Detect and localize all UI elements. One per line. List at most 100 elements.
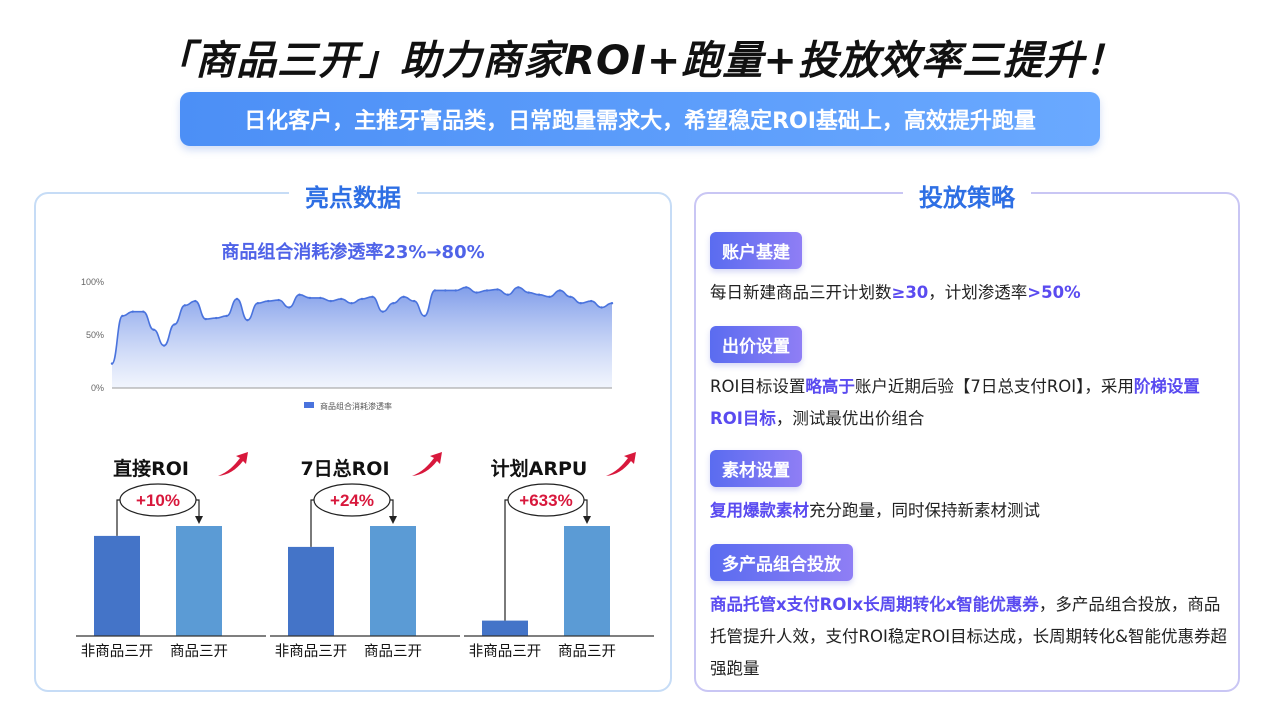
roi-title-7day: 7日总ROI [300, 458, 390, 480]
trend-up-arrow-icon [606, 452, 636, 476]
strategy-multi-product: 多产品组合投放 商品托管x支付ROIx长周期转化x智能优惠券，多产品组合投放，商… [710, 544, 1230, 685]
category-label: 非商品三开 [81, 643, 154, 660]
roi-title-arpu: 计划ARPU [490, 458, 588, 480]
area-data-point [360, 297, 364, 301]
roi-block-arpu: 计划ARPU 非商品三开 商品三开 +633% [464, 446, 654, 676]
area-data-point [142, 310, 145, 313]
text-multi-product: 商品托管x支付ROIx长周期转化x智能优惠券，多产品组合投放，商品托管提升人效，… [710, 589, 1230, 685]
highlight-text: >50% [1027, 283, 1081, 302]
trend-up-arrow-icon [218, 452, 248, 476]
area-data-point [308, 296, 312, 300]
area-data-point [464, 286, 468, 289]
highlight-text: 复用爆款素材 [710, 501, 809, 520]
roi-title-direct: 直接ROI [113, 458, 189, 480]
roi-block-7day: 7日总ROI 非商品三开 商品三开 +24% [270, 446, 460, 676]
area-data-point [496, 288, 499, 291]
text-part: ROI目标设置 [710, 377, 806, 396]
area-data-point [287, 306, 291, 309]
subtitle-banner: 日化客户，主推牙膏品类，日常跑量需求大，希望稳定ROI基础上，高效提升跑量 [180, 92, 1100, 146]
area-data-point [173, 323, 176, 326]
area-data-point [204, 317, 207, 321]
strategy-material-setting: 素材设置 复用爆款素材充分跑量，同时保持新素材测试 [710, 450, 1230, 527]
arrow-down-icon [195, 516, 203, 524]
area-data-point [558, 289, 562, 292]
area-data-point [392, 302, 395, 305]
roi-bar [370, 526, 416, 636]
tag-material-setting: 素材设置 [710, 450, 802, 487]
text-part: ，测试最优出价组合 [775, 409, 925, 428]
area-data-point [423, 314, 426, 318]
strategy-panel: 投放策略 账户基建 每日新建商品三开计划数≥30，计划渗透率>50% 出价设置 … [694, 178, 1240, 692]
y-tick-label: 100% [81, 277, 104, 287]
tag-account-setup: 账户基建 [710, 232, 802, 269]
area-data-point [527, 291, 530, 294]
growth-badge [507, 483, 585, 517]
area-data-point [277, 298, 280, 302]
area-data-point [256, 302, 260, 305]
highlight-text: ≥30 [891, 283, 929, 302]
area-data-point [381, 310, 385, 313]
highlight-text: 阶梯设置ROI目标 [710, 377, 1200, 428]
category-label: 商品三开 [170, 643, 228, 660]
area-data-point [319, 296, 322, 300]
area-data-point [454, 289, 457, 292]
category-label: 非商品三开 [469, 643, 542, 660]
tag-bid-setting: 出价设置 [710, 326, 802, 363]
area-data-point [444, 289, 447, 292]
highlight-text: 商品托管x支付ROIx长周期转化x智能优惠券 [710, 595, 1039, 614]
area-data-point [485, 289, 489, 292]
area-data-point [475, 291, 478, 294]
penetration-area-chart: 0% 50% 100% 商品组合消耗渗透率 [81, 277, 614, 411]
roi-bar [94, 535, 140, 636]
area-data-point [548, 295, 551, 299]
roi-bars-7day: 非商品三开 商品三开 +24% [270, 483, 460, 660]
roi-bars-direct: 非商品三开 商品三开 +10% [76, 483, 266, 660]
area-data-point [537, 293, 541, 296]
tag-multi-product: 多产品组合投放 [710, 544, 853, 581]
area-data-point [214, 316, 218, 320]
text-material-setting: 复用爆款素材充分跑量，同时保持新素材测试 [710, 495, 1230, 527]
area-data-point [433, 289, 437, 292]
area-data-point [162, 344, 166, 347]
area-data-point [110, 362, 114, 365]
area-data-point [600, 306, 603, 309]
category-label: 非商品三开 [275, 643, 348, 660]
area-data-point [235, 297, 239, 301]
area-data-point [246, 318, 249, 322]
area-data-point [298, 293, 301, 296]
text-bid-setting: ROI目标设置略高于账户近期后验【7日总支付ROI】，采用阶梯设置ROI目标，测… [710, 371, 1230, 435]
strategy-title: 投放策略 [903, 178, 1031, 213]
strategy-bid-setting: 出价设置 ROI目标设置略高于账户近期后验【7日总支付ROI】，采用阶梯设置RO… [710, 326, 1230, 435]
area-fill [112, 287, 612, 388]
area-data-point [402, 295, 405, 299]
area-data-point [131, 310, 135, 313]
roi-bar [288, 546, 334, 636]
area-data-point [371, 295, 374, 299]
roi-block-direct: 直接ROI 非商品三开 商品三开 +10% [76, 446, 266, 676]
roi-bar [564, 526, 610, 636]
area-data-point [225, 314, 228, 318]
highlights-panel: 亮点数据 商品组合消耗渗透率23%→80% 0% 50% 100% 商品组合消耗渗透率… [34, 178, 672, 692]
growth-badge [313, 483, 391, 517]
area-data-point [569, 295, 572, 299]
area-data-point [412, 299, 416, 303]
area-data-point [152, 328, 155, 331]
text-part: 账户近期后验【7日总支付ROI】，采用 [854, 377, 1134, 396]
area-data-point [329, 299, 332, 303]
text-part: ，多产品组合投放，商品托管提升人效，支付ROI稳定ROI目标达成，长周期转化&智… [710, 595, 1228, 678]
text-part: 充分跑量，同时保持新素材测试 [809, 501, 1040, 520]
area-data-point [183, 304, 187, 307]
category-label: 商品三开 [364, 643, 422, 660]
y-tick-label: 50% [86, 330, 104, 340]
growth-label: +633% [519, 491, 572, 510]
text-part: ，计划渗透率 [928, 283, 1028, 302]
text-part: 每日新建商品三开计划数 [710, 283, 892, 302]
area-data-point [121, 314, 124, 318]
area-data-point [517, 286, 520, 289]
legend-swatch [304, 402, 314, 408]
penetration-chart-title: 商品组合消耗渗透率23%→80% [221, 242, 485, 263]
roi-bars-arpu: 非商品三开 商品三开 +633% [464, 483, 654, 660]
area-data-point [194, 299, 197, 303]
growth-badge [119, 483, 197, 517]
page-title: 「商品三开」助力商家ROI+跑量+投放效率三提升！ [154, 38, 1126, 84]
